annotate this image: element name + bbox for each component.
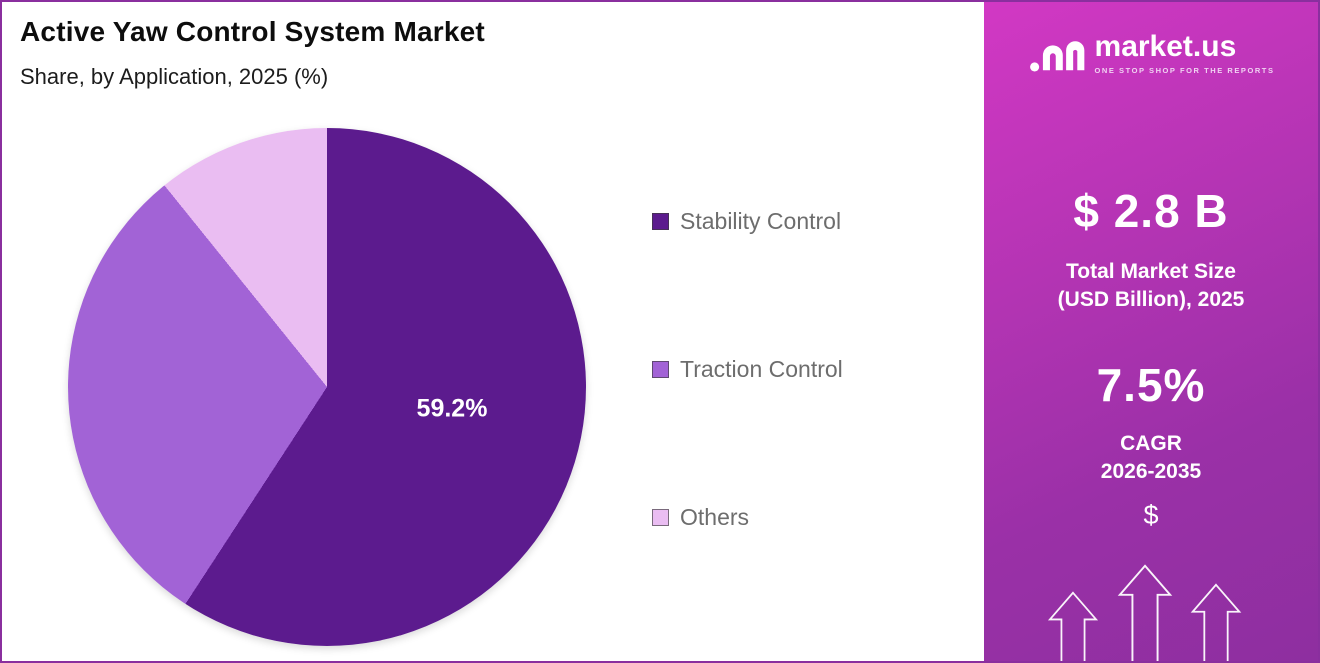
page-title: Active Yaw Control System Market	[20, 16, 485, 47]
market-size-value: $ 2.8 B	[1073, 185, 1229, 237]
legend-label: Others	[680, 504, 750, 530]
market-size-label-line1: Total Market Size	[1066, 260, 1236, 283]
chart-legend: Stability Control Traction Control Other…	[652, 208, 843, 531]
pie-slice-label: 59.2%	[416, 394, 488, 423]
dollar-symbol: $	[1143, 500, 1159, 530]
up-arrow-icon	[1189, 583, 1243, 661]
legend-swatch	[652, 213, 669, 230]
chart-area: Active Yaw Control System Market Share, …	[2, 2, 985, 661]
legend-item-traction-control: Traction Control	[652, 356, 843, 383]
legend-label: Stability Control	[680, 208, 842, 234]
pie-chart: 59.2%	[68, 128, 586, 646]
logo-text-block: market.us ONE STOP SHOP FOR THE REPORTS	[1095, 30, 1275, 75]
legend-label: Traction Control	[680, 356, 843, 382]
legend-swatch	[652, 361, 669, 378]
up-arrow-icon	[1046, 591, 1100, 661]
up-arrow-icon	[1116, 563, 1174, 661]
market-us-logo-icon	[1028, 30, 1086, 79]
cagr-label: CAGR	[1120, 432, 1182, 455]
logo-text: market.us	[1094, 30, 1237, 63]
info-sidebar: market.us ONE STOP SHOP FOR THE REPORTS …	[984, 2, 1318, 661]
page-subtitle: Share, by Application, 2025 (%)	[20, 64, 329, 89]
cagr-value: 7.5%	[1096, 359, 1206, 411]
market-size-label-line2: (USD Billion), 2025	[1057, 288, 1245, 311]
legend-swatch	[652, 509, 669, 526]
legend-item-stability-control: Stability Control	[652, 208, 843, 235]
legend-item-others: Others	[652, 504, 843, 531]
brand-logo: market.us ONE STOP SHOP FOR THE REPORTS	[984, 30, 1318, 79]
cagr-years: 2026-2035	[1100, 460, 1202, 483]
logo-tagline: ONE STOP SHOP FOR THE REPORTS	[1094, 66, 1275, 75]
